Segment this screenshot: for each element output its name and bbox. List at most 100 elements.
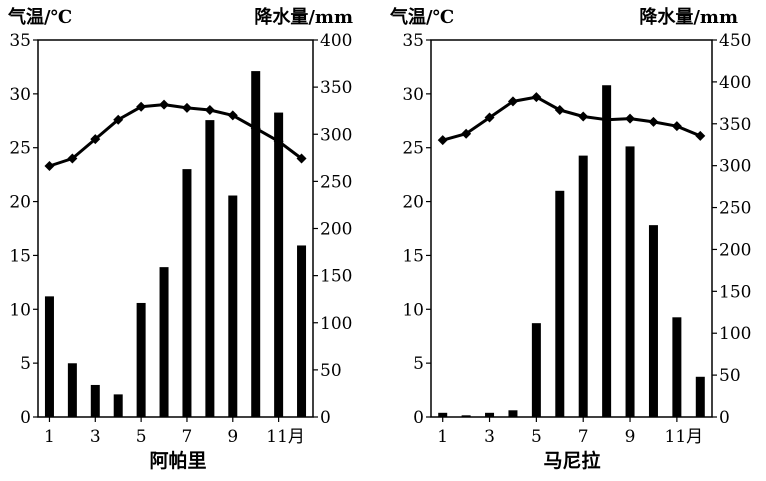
chart1-temp-tick-label: 20 [9,193,31,213]
chart2-temp-point [695,130,706,141]
chart1-x-tick-label: 3 [90,427,101,447]
chart2-precip-bar [648,225,658,417]
chart1-precip-tick-label: 300 [320,125,352,145]
chart2-temp-tick-label: 30 [402,85,424,105]
chart2-x-tick-label: 7 [578,427,589,447]
chart1-precip-bar [159,267,169,417]
chart1-station-name: 阿帕里 [149,449,206,472]
chart2-precip-tick-label: 50 [719,366,741,386]
chart1-temp-tick-label: 25 [9,139,31,159]
chart2-temp-tick-label: 10 [402,300,424,320]
chart2-precip-bar [625,146,635,418]
chart2-temp-tick-label: 0 [413,408,424,428]
chart1-temp-point [250,123,261,134]
chart1-precip-tick-label: 400 [320,31,352,51]
chart1-precip-bar [44,296,54,417]
chart2-temp-tick-label: 15 [402,246,424,266]
chart1-temp-tick-label: 0 [20,408,31,428]
chart2-temp-axis-label: 气温/℃ [389,6,454,28]
chart2-precip-bar [672,317,682,417]
chart2-precip-bar [578,155,588,417]
chart2-x-tick-label: 1 [437,427,448,447]
chart1-temp-point [44,161,55,172]
chart1-temp-tick-label: 15 [9,246,31,266]
chart1-precip-bar [113,394,123,417]
chart1-x-tick-label: 7 [182,427,193,447]
chart1-precip-bar [297,245,307,417]
chart2-precip-bar [508,410,518,417]
chart2-station-name: 马尼拉 [543,449,600,472]
chart1-precip-tick-label: 0 [320,408,331,428]
chart1-temp-axis-label: 气温/℃ [7,6,72,28]
chart2-precip-bar [438,412,448,417]
chart2-temp-tick-label: 5 [413,354,424,374]
chart2-temp-point [507,96,518,107]
chart1-group: 气温/℃ 降水量/mm051015202530350501001502002503… [7,6,353,472]
chart2-precip-tick-label: 450 [719,31,751,51]
chart1-precip-bar [274,112,284,417]
chart2-temp-tick-label: 35 [402,31,424,51]
chart1-temp-tick-label: 35 [9,31,31,51]
chart2-temp-tick-label: 20 [402,193,424,213]
chart1-temp-point [90,134,101,145]
chart1-temp-tick-label: 30 [9,85,31,105]
chart2-precip-tick-label: 400 [719,73,751,93]
chart2-precip-tick-label: 0 [719,408,730,428]
chart2-precip-tick-label: 250 [719,199,751,219]
chart1-temp-point [204,105,215,116]
chart2-precip-tick-label: 100 [719,324,751,344]
chart2-temp-line [442,95,701,142]
chart2-precip-tick-label: 200 [719,240,751,260]
chart2-precip-bar [531,323,541,417]
chart1-temp-point [296,153,307,164]
chart1-precip-bar [182,169,192,417]
chart1-precip-tick-label: 200 [320,220,352,240]
chart2-temp-point [484,112,495,123]
chart2-precip-tick-label: 300 [719,157,751,177]
chart1-plot-frame [37,39,314,418]
chart2-precip-bar [695,376,705,417]
chart1-temp-point [273,136,284,147]
chart2-precip-axis-label: 降水量/mm [639,6,738,28]
chart2-plot-frame [430,39,713,418]
chart1-temp-line [49,103,303,168]
chart2-temp-tick-label: 25 [402,139,424,159]
chart2-temp-point [554,105,565,116]
chart1-temp-point [136,101,147,112]
chart1-temp-tick-label: 5 [20,354,31,374]
chart2-temp-point [531,92,542,103]
chart2-group: 气温/℃ 降水量/mm051015202530350501001502002503… [389,6,751,472]
chart1-temp-point [227,110,238,121]
chart1-x-tick-label: 11月 [266,427,305,447]
chart1-temp-tick-label: 10 [9,300,31,320]
chart1-x-tick-label: 9 [227,427,238,447]
chart2-x-tick-label: 9 [625,427,636,447]
chart2-temp-point [601,114,612,125]
chart1-precip-tick-label: 350 [320,78,352,98]
chart1-precip-axis-label: 降水量/mm [254,6,353,28]
chart1-precip-tick-label: 50 [320,361,342,381]
chart2-precip-bar [602,85,612,418]
chart2-temp-point [461,128,472,139]
chart1-precip-bar [251,71,261,417]
chart2-precip-tick-label: 350 [719,115,751,135]
chart2-precip-bar [461,415,471,417]
chart2-precip-bar [485,412,495,417]
chart1-precip-tick-label: 250 [320,172,352,192]
chart1-temp-point [159,99,170,110]
chart1-temp-point [113,114,124,125]
chart1-precip-tick-label: 100 [320,314,352,334]
chart2-x-tick-label: 5 [531,427,542,447]
chart1-precip-bar [67,363,77,417]
chart1-temp-point [181,102,192,113]
chart1-precip-tick-label: 150 [320,267,352,287]
chart1-x-tick-label: 1 [44,427,55,447]
chart2-x-tick-label: 11月 [665,427,704,447]
chart2-temp-point [671,121,682,132]
chart2-precip-tick-label: 150 [719,282,751,302]
chart2-temp-point [437,135,448,146]
chart2-temp-point [625,113,636,124]
chart1-precip-bar [90,384,100,417]
